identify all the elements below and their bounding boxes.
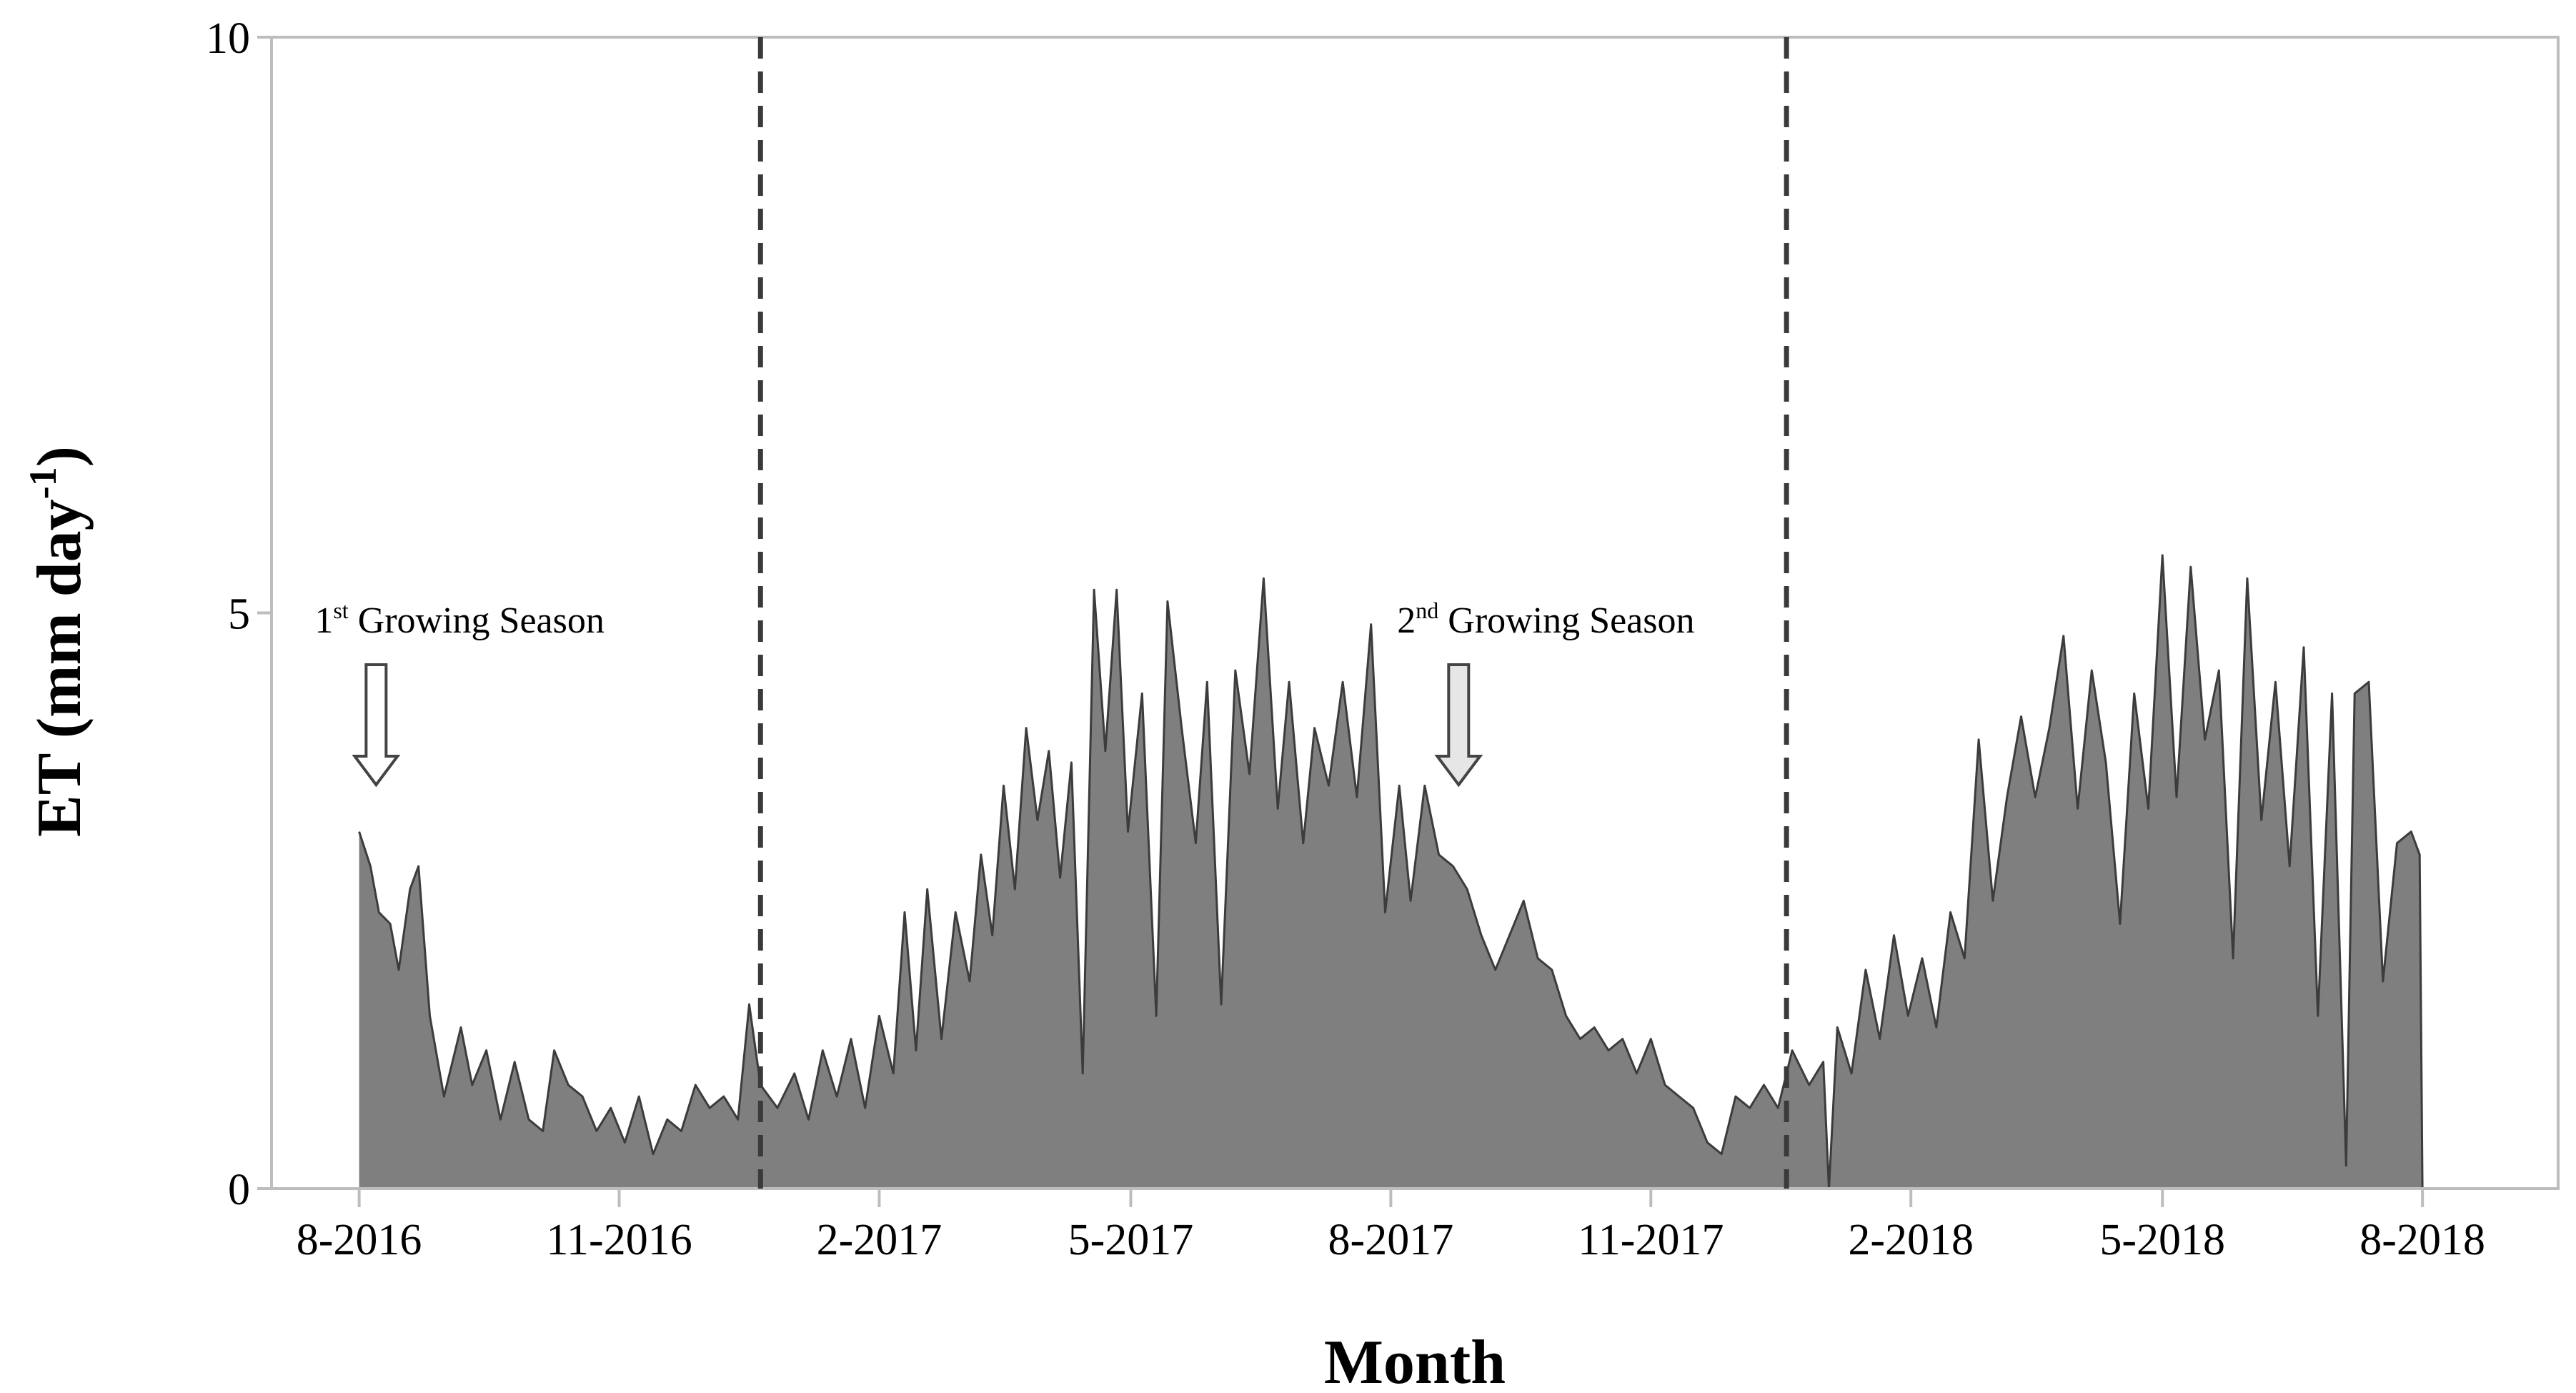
x-tick-label: 2-2017: [817, 1216, 943, 1264]
growing-season-label: 2nd Growing Season: [1397, 598, 1694, 641]
x-tick-label: 8-2017: [1328, 1216, 1454, 1264]
x-axis-title: Month: [1324, 1328, 1506, 1393]
down-arrow-icon: [1434, 663, 1483, 788]
y-axis-title: ET (mm day-1): [21, 446, 94, 837]
annotations: 1st Growing Season 2nd Growing Season: [314, 598, 1694, 788]
y-ticks: 0 5 10: [206, 14, 272, 1214]
et-series-line: [358, 554, 2510, 1190]
x-tick-label: 8-2016: [297, 1216, 422, 1264]
x-tick-label: 11-2016: [546, 1216, 692, 1264]
x-ticks: 8-2016 11-2016 2-2017 5-2017 8-2017 11-2017 2-…: [297, 1189, 2485, 1264]
x-tick-label: 5-2017: [1068, 1216, 1194, 1264]
growing-season-label: 1st Growing Season: [314, 598, 605, 641]
y-axis-title-close: ): [25, 446, 94, 467]
x-tick-label: 2-2018: [1848, 1216, 1974, 1264]
y-tick-label: 10: [206, 14, 250, 63]
y-tick-label: 5: [228, 590, 250, 639]
season-boundaries: [757, 37, 1789, 1189]
x-tick-label: 11-2017: [1578, 1216, 1724, 1264]
et-series-area: [359, 555, 2510, 1189]
y-axis-title-main: ET (mm day: [25, 499, 94, 837]
y-tick-label: 0: [228, 1166, 250, 1214]
x-tick-label: 8-2018: [2359, 1216, 2485, 1264]
y-axis-title-sup: -1: [21, 467, 64, 499]
x-tick-label: 5-2018: [2099, 1216, 2225, 1264]
down-arrow-icon: [352, 663, 401, 788]
